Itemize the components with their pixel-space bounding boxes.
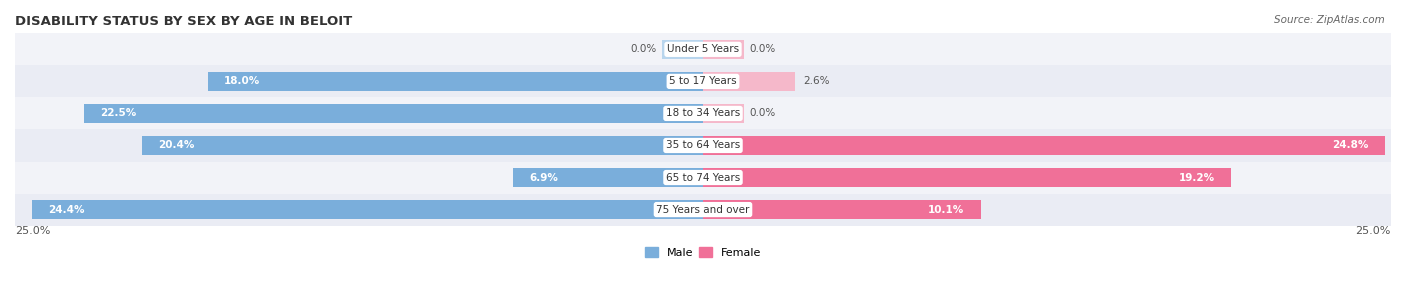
Text: 0.0%: 0.0% bbox=[749, 44, 776, 54]
Bar bbox=[84, 104, 703, 123]
Bar bbox=[15, 129, 1391, 162]
Text: 0.0%: 0.0% bbox=[630, 44, 657, 54]
Text: 75 Years and over: 75 Years and over bbox=[657, 205, 749, 214]
Text: DISABILITY STATUS BY SEX BY AGE IN BELOIT: DISABILITY STATUS BY SEX BY AGE IN BELOI… bbox=[15, 15, 353, 28]
Bar bbox=[15, 65, 1391, 97]
Bar bbox=[31, 200, 703, 219]
Bar bbox=[703, 72, 796, 91]
Bar bbox=[703, 104, 744, 123]
Text: 19.2%: 19.2% bbox=[1178, 173, 1215, 182]
Text: 18 to 34 Years: 18 to 34 Years bbox=[666, 109, 740, 118]
Bar bbox=[15, 33, 1391, 65]
Text: 10.1%: 10.1% bbox=[928, 205, 965, 214]
Text: 2.6%: 2.6% bbox=[803, 76, 830, 86]
Legend: Male, Female: Male, Female bbox=[640, 243, 766, 262]
Text: 35 to 64 Years: 35 to 64 Years bbox=[666, 141, 740, 150]
Bar bbox=[703, 200, 981, 219]
Text: 5 to 17 Years: 5 to 17 Years bbox=[669, 76, 737, 86]
Bar bbox=[703, 168, 1232, 187]
Bar bbox=[662, 40, 703, 59]
Text: Under 5 Years: Under 5 Years bbox=[666, 44, 740, 54]
Bar bbox=[15, 194, 1391, 226]
Text: 22.5%: 22.5% bbox=[100, 109, 136, 118]
Text: 0.0%: 0.0% bbox=[749, 109, 776, 118]
Bar bbox=[703, 136, 1385, 155]
Bar bbox=[513, 168, 703, 187]
Text: 65 to 74 Years: 65 to 74 Years bbox=[666, 173, 740, 182]
Bar bbox=[703, 40, 744, 59]
Text: 25.0%: 25.0% bbox=[1355, 226, 1391, 236]
Bar bbox=[15, 97, 1391, 129]
Bar bbox=[15, 162, 1391, 194]
Text: 6.9%: 6.9% bbox=[530, 173, 558, 182]
Text: 18.0%: 18.0% bbox=[224, 76, 260, 86]
Text: 20.4%: 20.4% bbox=[157, 141, 194, 150]
Bar bbox=[208, 72, 703, 91]
Text: 24.4%: 24.4% bbox=[48, 205, 84, 214]
Text: 25.0%: 25.0% bbox=[15, 226, 51, 236]
Bar bbox=[142, 136, 703, 155]
Text: 24.8%: 24.8% bbox=[1333, 141, 1369, 150]
Text: Source: ZipAtlas.com: Source: ZipAtlas.com bbox=[1274, 15, 1385, 25]
